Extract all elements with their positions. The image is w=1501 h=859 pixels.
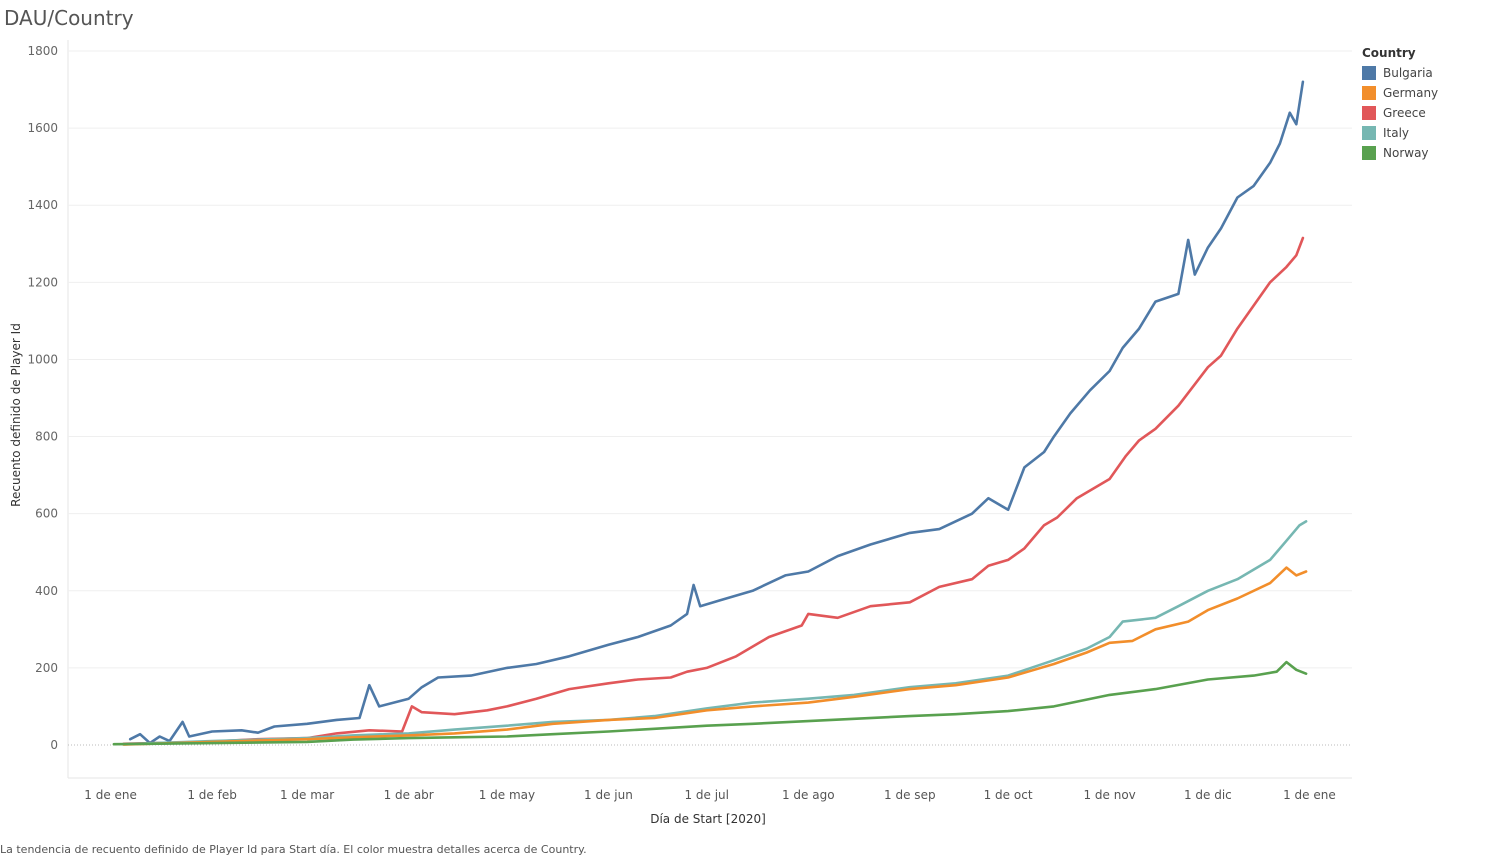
legend-label: Bulgaria xyxy=(1383,66,1433,80)
y-tick-label: 1800 xyxy=(27,44,58,58)
series-line-germany xyxy=(122,566,1308,746)
y-axis-title: Recuento definido de Player Id xyxy=(9,323,23,507)
y-tick-label: 1200 xyxy=(27,275,58,289)
line-chart: 0 200 400 600 800 1000 1200 1400 1600 1800 1 de e… xyxy=(9,40,1352,826)
legend-item-italy[interactable]: Italy xyxy=(1362,123,1438,143)
y-tick-label: 200 xyxy=(35,661,58,675)
legend-label: Norway xyxy=(1383,146,1429,160)
y-tick-label: 400 xyxy=(35,584,58,598)
x-axis-ticks: 1 de ene 1 de feb 1 de mar 1 de abr 1 de may… xyxy=(84,788,1335,802)
x-tick-label: 1 de jul xyxy=(684,788,729,802)
series-lines xyxy=(112,80,1308,746)
legend-label: Italy xyxy=(1383,126,1410,140)
x-tick-label: 1 de ene xyxy=(1283,788,1336,802)
x-tick-label: 1 de mar xyxy=(280,788,334,802)
x-tick-label: 1 de jun xyxy=(584,788,633,802)
x-tick-label: 1 de ene xyxy=(84,788,137,802)
gridlines xyxy=(67,40,1352,779)
x-tick-label: 1 de nov xyxy=(1083,788,1135,802)
x-tick-label: 1 de oct xyxy=(984,788,1033,802)
x-tick-label: 1 de feb xyxy=(187,788,237,802)
x-tick-label: 1 de ago xyxy=(782,788,835,802)
y-tick-label: 1000 xyxy=(27,352,58,366)
x-axis-title: Día de Start [2020] xyxy=(650,812,766,826)
legend-swatch xyxy=(1362,66,1376,80)
x-tick-label: 1 de may xyxy=(479,788,535,802)
y-tick-label: 1400 xyxy=(27,198,58,212)
series-line-norway xyxy=(112,660,1308,746)
legend-item-germany[interactable]: Germany xyxy=(1362,83,1438,103)
chart-caption: La tendencia de recuento definido de Pla… xyxy=(0,843,587,856)
legend-swatch xyxy=(1362,106,1376,120)
y-tick-label: 0 xyxy=(50,738,58,752)
legend-label: Greece xyxy=(1383,106,1426,120)
legend-swatch xyxy=(1362,146,1376,160)
x-tick-label: 1 de dic xyxy=(1184,788,1232,802)
legend-swatch xyxy=(1362,86,1376,100)
y-tick-label: 800 xyxy=(35,430,58,444)
legend-title: Country xyxy=(1362,46,1416,60)
legend-label: Germany xyxy=(1383,86,1439,100)
x-tick-label: 1 de sep xyxy=(884,788,936,802)
y-axis-ticks: 0 200 400 600 800 1000 1200 1400 1600 1800 xyxy=(27,44,58,752)
legend-items: Bulgaria Germany Greece Italy Norway xyxy=(1362,63,1438,163)
x-tick-label: 1 de abr xyxy=(384,788,434,802)
y-tick-label: 1600 xyxy=(27,121,58,135)
chart-title: DAU/Country xyxy=(4,6,134,30)
legend-item-norway[interactable]: Norway xyxy=(1362,143,1438,163)
legend-swatch xyxy=(1362,126,1376,140)
legend: Country Bulgaria Germany Greece Italy Norway xyxy=(1362,46,1438,163)
legend-item-greece[interactable]: Greece xyxy=(1362,103,1438,123)
series-line-bulgaria xyxy=(128,80,1305,745)
legend-item-bulgaria[interactable]: Bulgaria xyxy=(1362,63,1438,83)
series-line-italy xyxy=(122,520,1308,746)
series-line-greece xyxy=(122,236,1305,746)
y-tick-label: 600 xyxy=(35,507,58,521)
